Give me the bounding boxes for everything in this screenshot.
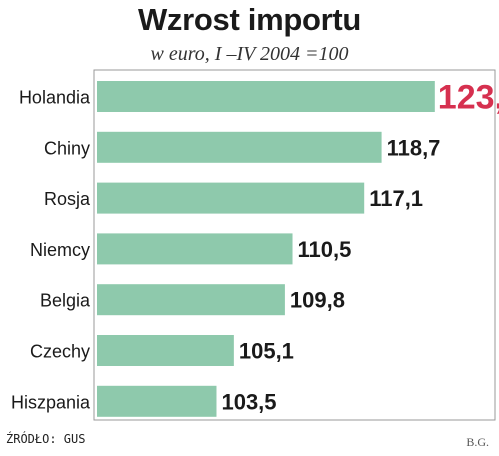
bar — [97, 284, 285, 316]
source-note: ŹRÓDŁO: GUS — [6, 432, 86, 446]
category-label: Belgia — [40, 291, 91, 311]
value-label: 105,1 — [239, 339, 294, 364]
value-label: 117,1 — [369, 186, 423, 211]
category-label: Hiszpania — [11, 392, 91, 412]
bar — [97, 131, 382, 163]
value-label: 103,5 — [221, 389, 276, 414]
value-label: 123,6 — [438, 79, 499, 117]
value-label: 110,5 — [298, 237, 352, 262]
bar — [97, 81, 435, 112]
bar — [97, 385, 217, 417]
value-label: 109,8 — [290, 288, 345, 313]
plot-frame — [93, 69, 496, 421]
value-label: 118,7 — [387, 135, 441, 160]
category-label: Rosja — [44, 189, 91, 209]
category-label: Czechy — [30, 342, 90, 362]
author-initials: B.G. — [466, 435, 489, 449]
category-label: Chiny — [44, 138, 90, 158]
category-label: Niemcy — [30, 240, 90, 260]
bar — [97, 233, 293, 265]
category-label: Holandia — [19, 88, 91, 108]
chart-title: Wzrost importu — [137, 2, 362, 37]
bar — [97, 335, 234, 366]
bar — [97, 182, 365, 214]
chart-subtitle: w euro, I –IV 2004 =100 — [150, 43, 349, 65]
